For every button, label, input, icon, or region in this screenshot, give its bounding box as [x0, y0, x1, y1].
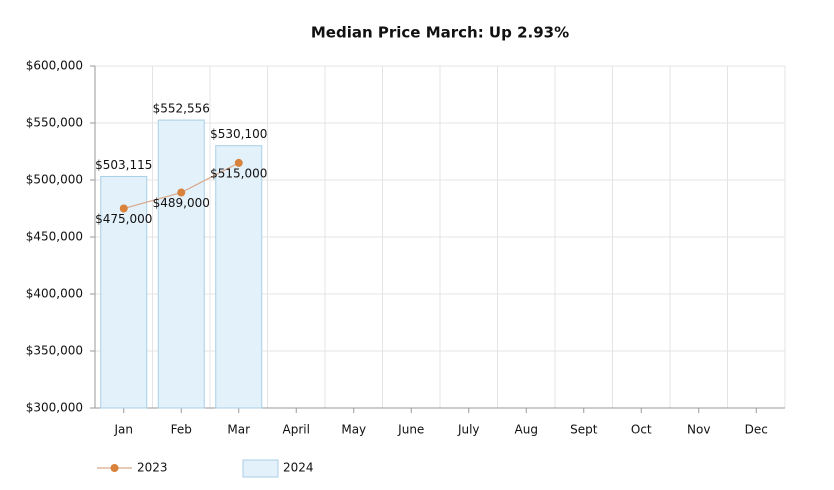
y-tick-label: $400,000	[26, 287, 83, 301]
bar	[215, 145, 263, 409]
x-tick-label: Jan	[114, 423, 134, 437]
point-value-label: $489,000	[153, 196, 210, 210]
x-tick-label: Nov	[687, 423, 710, 437]
bar	[100, 175, 148, 409]
legend-label: 2024	[283, 461, 314, 475]
line-point	[177, 188, 186, 197]
x-tick-label: July	[457, 423, 480, 437]
x-tick-label: April	[283, 423, 310, 437]
x-tick-label: Dec	[745, 423, 768, 437]
point-value-label: $475,000	[95, 212, 152, 226]
line-point	[234, 158, 243, 167]
chart-title: Median Price March: Up 2.93%	[311, 24, 569, 42]
bar-value-label: $503,115	[95, 158, 152, 172]
y-tick-label: $550,000	[26, 116, 83, 130]
bar-value-label: $530,100	[210, 127, 267, 141]
y-tick-label: $500,000	[26, 173, 83, 187]
x-tick-label: Feb	[171, 423, 192, 437]
x-tick-label: May	[341, 423, 366, 437]
bar	[157, 119, 205, 409]
line-point	[119, 204, 128, 213]
point-value-label: $515,000	[210, 166, 267, 180]
x-tick-label: June	[397, 423, 424, 437]
y-tick-label: $600,000	[26, 59, 83, 73]
y-tick-label: $350,000	[26, 344, 83, 358]
legend-label: 2023	[137, 461, 168, 475]
bar-value-label: $552,556	[153, 102, 210, 116]
y-tick-label: $300,000	[26, 401, 83, 415]
x-tick-label: Oct	[631, 423, 652, 437]
legend-marker	[110, 464, 119, 472]
x-tick-label: Sept	[570, 423, 598, 437]
x-tick-label: Aug	[515, 423, 538, 437]
legend-swatch	[242, 459, 279, 478]
x-tick-label: Mar	[227, 423, 250, 437]
y-tick-label: $450,000	[26, 230, 83, 244]
